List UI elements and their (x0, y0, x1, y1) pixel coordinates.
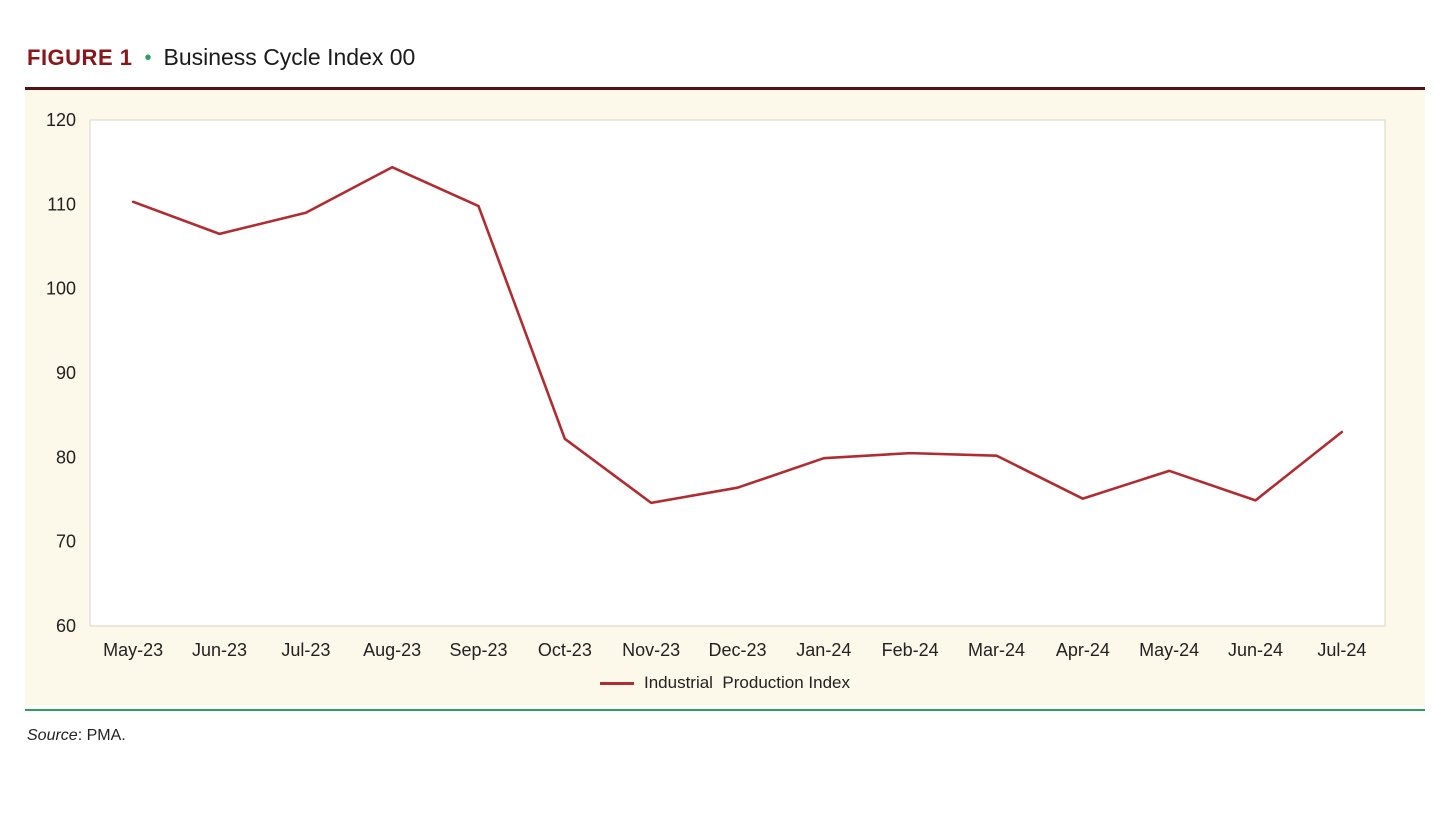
y-tick-label: 70 (56, 532, 76, 552)
x-tick-label: Dec-23 (708, 640, 766, 660)
x-tick-label: May-23 (103, 640, 163, 660)
x-tick-label: May-24 (1139, 640, 1199, 660)
x-tick-label: Jul-23 (281, 640, 330, 660)
y-tick-label: 90 (56, 363, 76, 383)
x-tick-label: Feb-24 (882, 640, 939, 660)
y-tick-label: 120 (46, 110, 76, 130)
plot-area (89, 119, 1386, 627)
bullet-icon: • (144, 47, 152, 69)
legend-label: Industrial Production Index (643, 673, 850, 692)
figure-title: Business Cycle Index 00 (163, 44, 416, 70)
y-tick-label: 60 (56, 616, 76, 636)
chart-panel: 60 70 80 90 100 110 120 May-23 Jun-23 Jul-23 Aug-2… (25, 90, 1425, 706)
x-tick-label: Jul-24 (1317, 640, 1366, 660)
y-tick-label: 110 (47, 194, 76, 214)
line-chart: 60 70 80 90 100 110 120 May-23 Jun-23 Jul-23 Aug-2… (46, 110, 1386, 660)
x-tick-label: Jan-24 (796, 640, 851, 660)
legend-line-swatch (599, 681, 634, 685)
source-note: Source: PMA. (27, 727, 1425, 745)
x-tick-label: Apr-24 (1056, 640, 1110, 660)
x-tick-label: Oct-23 (538, 640, 592, 660)
chart-legend: Industrial Production Index (25, 670, 1425, 696)
x-tick-label: Sep-23 (449, 640, 507, 660)
x-tick-label: Aug-23 (363, 640, 421, 660)
title-rule (25, 87, 1425, 90)
report-page: FIGURE 1 • Business Cycle Index 00 60 70 8… (25, 44, 1425, 745)
source-label: Source (27, 727, 78, 744)
x-tick-label: Mar-24 (968, 640, 1025, 660)
footer-rule (25, 709, 1425, 711)
x-tick-label: Jun-24 (1228, 640, 1283, 660)
figure-header: FIGURE 1 • Business Cycle Index 00 (27, 44, 1425, 71)
x-tick-label: Jun-23 (192, 640, 247, 660)
series-line (131, 165, 1344, 505)
figure-label: FIGURE 1 (27, 45, 133, 70)
x-tick-label: Nov-23 (622, 640, 680, 660)
y-tick-label: 80 (56, 447, 76, 467)
source-text: : PMA. (77, 727, 126, 744)
y-tick-label: 100 (46, 279, 76, 299)
